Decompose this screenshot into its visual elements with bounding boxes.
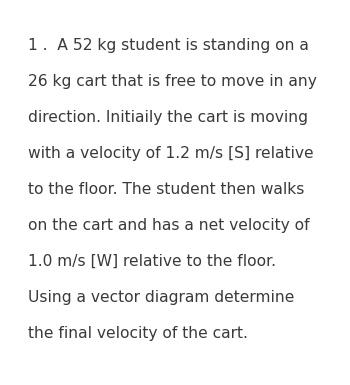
Text: with a velocity of 1.2 m/s [S] relative: with a velocity of 1.2 m/s [S] relative [28, 146, 314, 161]
Text: Using a vector diagram determine: Using a vector diagram determine [28, 290, 294, 305]
Text: the final velocity of the cart.: the final velocity of the cart. [28, 326, 248, 341]
Text: direction. Initiaily the cart is moving: direction. Initiaily the cart is moving [28, 110, 308, 125]
Text: on the cart and has a net velocity of: on the cart and has a net velocity of [28, 218, 310, 233]
Text: 1.0 m/s [W] relative to the floor.: 1.0 m/s [W] relative to the floor. [28, 254, 276, 269]
Text: to the floor. The student then walks: to the floor. The student then walks [28, 182, 304, 197]
Text: 1 .  A 52 kg student is standing on a: 1 . A 52 kg student is standing on a [28, 38, 309, 53]
Text: 26 kg cart that is free to move in any: 26 kg cart that is free to move in any [28, 74, 317, 89]
